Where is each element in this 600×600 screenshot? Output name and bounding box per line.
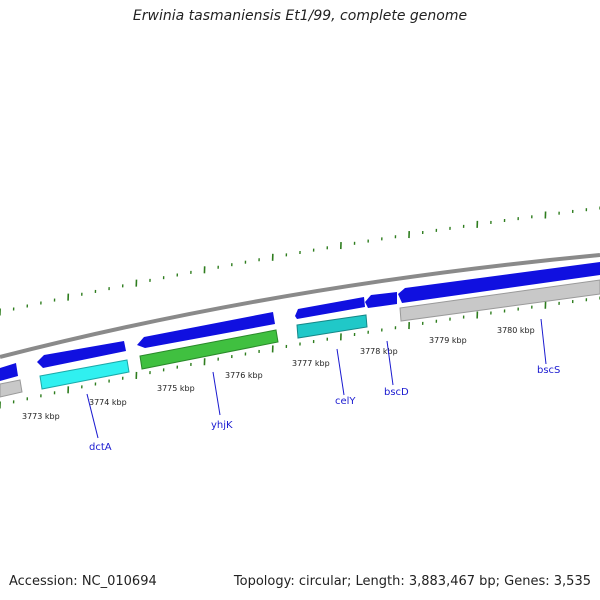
gene-label-bscd[interactable]: bscD xyxy=(384,387,409,398)
map-title: Erwinia tasmaniensis Et1/99, complete ge… xyxy=(132,8,468,24)
leader-line xyxy=(386,340,394,386)
scale-labels: 3773 kbp 3774 kbp 3775 kbp 3776 kbp 3777… xyxy=(22,326,535,421)
cds-arrow[interactable] xyxy=(37,341,126,368)
cds-arrow[interactable] xyxy=(0,363,18,381)
gene-label-bscs[interactable]: bscS xyxy=(537,365,560,376)
forward-strand-features xyxy=(0,262,600,381)
outer-tick-ring xyxy=(0,206,600,316)
leader-line xyxy=(336,348,345,396)
accession-text: Accession: NC_010694 xyxy=(9,574,157,589)
scale-label: 3777 kbp xyxy=(292,359,330,368)
scale-label: 3775 kbp xyxy=(157,384,195,393)
gene-label-cely[interactable]: celY xyxy=(335,396,356,407)
scale-label: 3776 kbp xyxy=(225,371,263,380)
scale-label: 3780 kbp xyxy=(497,326,535,335)
gene-leaders xyxy=(86,318,547,439)
cds-arrow[interactable] xyxy=(365,292,397,308)
cds-box[interactable] xyxy=(296,314,368,339)
leader-line xyxy=(86,393,99,439)
cds-box[interactable] xyxy=(0,379,23,398)
gene-label-dcta[interactable]: dctA xyxy=(89,442,112,453)
cds-box[interactable] xyxy=(39,359,130,390)
leader-line xyxy=(540,318,547,365)
genome-backbone xyxy=(0,253,600,359)
gene-labels: dctA yhjK celY bscD bscS xyxy=(89,365,560,453)
scale-label: 3774 kbp xyxy=(89,398,127,407)
reverse-strand-features xyxy=(0,279,600,398)
scale-label: 3778 kbp xyxy=(360,347,398,356)
scale-label: 3773 kbp xyxy=(22,412,60,421)
scale-label: 3779 kbp xyxy=(429,336,467,345)
cds-arrow[interactable] xyxy=(137,312,275,348)
cds-box[interactable] xyxy=(139,329,279,370)
cds-box[interactable] xyxy=(399,279,600,322)
leader-line xyxy=(212,371,221,416)
gene-label-yhjk[interactable]: yhjK xyxy=(211,420,233,431)
cds-arrow[interactable] xyxy=(295,297,365,319)
cds-arrow[interactable] xyxy=(398,262,600,303)
genome-summary-text: Topology: circular; Length: 3,883,467 bp… xyxy=(233,574,591,589)
